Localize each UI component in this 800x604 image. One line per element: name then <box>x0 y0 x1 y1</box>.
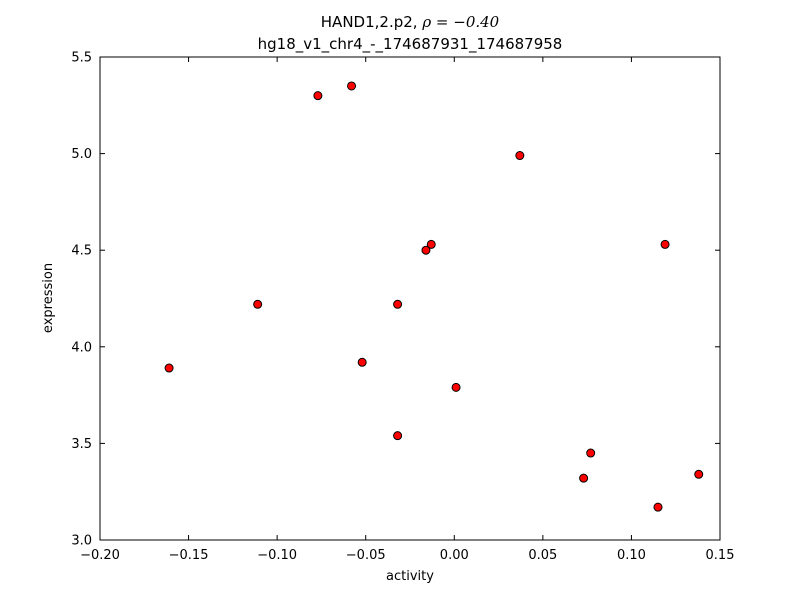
data-point <box>357 357 367 367</box>
x-tick-label: −0.10 <box>257 548 297 563</box>
y-tick-label: 4.5 <box>71 244 92 259</box>
x-tick-label: −0.20 <box>80 548 120 563</box>
x-tick-label: 0.00 <box>440 548 469 563</box>
data-point <box>393 431 403 441</box>
data-point <box>586 448 596 458</box>
chart-title-rho: ρ = −0.40 <box>421 13 499 31</box>
data-point <box>660 239 670 249</box>
data-point <box>579 473 589 483</box>
y-tick-label: 3.5 <box>71 437 92 452</box>
data-point <box>164 363 174 373</box>
chart-title-prefix: HAND1,2.p2, <box>321 13 423 31</box>
plot-area: −0.20 −0.15 −0.10 −0.05 0.00 0.05 0.10 0.15 3.0 3… <box>71 51 734 564</box>
x-tick-label: 0.15 <box>706 548 735 563</box>
data-point <box>253 299 263 309</box>
data-point <box>393 299 403 309</box>
data-point <box>426 239 436 249</box>
x-axis-label: activity <box>386 569 434 584</box>
chart-title: HAND1,2.p2, ρ = −0.40 <box>321 13 500 31</box>
chart-subtitle: hg18_v1_chr4_-_174687931_174687958 <box>258 35 563 54</box>
x-tick-label: 0.10 <box>617 548 646 563</box>
x-tick-label: −0.05 <box>346 548 386 563</box>
x-tick-label: 0.05 <box>528 548 557 563</box>
data-point <box>694 469 704 479</box>
data-point <box>347 81 357 91</box>
data-point <box>421 245 431 255</box>
y-axis-label: expression <box>41 263 56 333</box>
y-tick-label: 5.5 <box>71 51 92 66</box>
plot-border <box>99 56 721 541</box>
y-tick-label: 4.0 <box>71 340 92 355</box>
data-point <box>515 151 525 161</box>
y-tick-label: 3.0 <box>71 534 92 549</box>
data-point <box>313 91 323 101</box>
data-point <box>451 382 461 392</box>
y-tick-label: 5.0 <box>71 147 92 162</box>
x-tick-label: −0.15 <box>169 548 209 563</box>
data-point <box>653 502 663 512</box>
